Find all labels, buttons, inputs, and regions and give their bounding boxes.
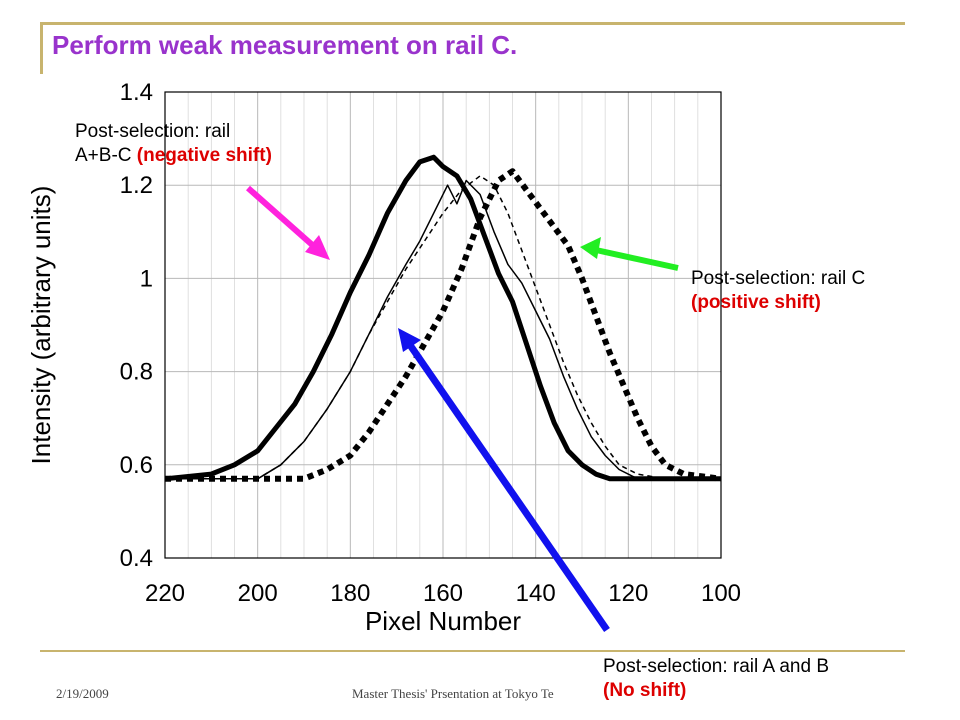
magenta-arrowhead [305,235,330,260]
y-tick-label: 0.6 [120,452,153,479]
series-line-thin-solid [165,179,721,480]
series-layer [164,154,722,482]
x-tick-label: 220 [145,580,185,607]
x-axis-label: Pixel Number [365,606,521,636]
annotation-no-shift: Post-selection: rail A and B (No shift) [603,655,829,703]
magenta-arrow [246,185,320,253]
annotation-negative-shift: Post-selection: rail A+B-C (negative shi… [75,120,272,168]
annotation-negative-line1: Post-selection: rail [75,121,231,142]
y-tick-label: 1.4 [120,79,153,106]
y-axis-label: Intensity (arbitrary units) [26,186,56,465]
annotation-arrows [246,185,679,632]
footer-center-text: Master Thesis' Prsentation at Tokyo Te [352,686,554,701]
title-rule-top [40,22,905,25]
x-tick-label: 160 [423,580,463,607]
series-line-thick-solid [164,154,721,482]
slide-title: Perform weak measurement on rail C. [52,30,518,60]
y-tick-label: 0.4 [120,545,153,572]
series-line-thick-dotted [165,168,722,482]
annotation-positive-shift: Post-selection: rail C (positive shift) [691,267,865,315]
title-rule-left [40,22,43,74]
series-line-thin-dashed [165,175,721,480]
annotation-negative-line2: A+B-C [75,145,132,166]
annotation-negative-shift-label: (negative shift) [136,145,272,166]
footer-rule [40,650,905,652]
x-tick-labels: 220 200 180 160 140 120 100 [145,580,741,607]
green-arrowhead [580,237,601,259]
annotation-positive-line1: Post-selection: rail C [691,268,866,289]
y-tick-label: 1 [140,265,153,292]
y-tick-label: 1.2 [120,172,153,199]
x-tick-label: 120 [608,580,648,607]
green-arrow [595,247,679,271]
x-tick-label: 180 [330,580,370,607]
x-tick-label: 200 [238,580,278,607]
plot-frame [164,91,722,559]
x-tick-label: 100 [701,580,741,607]
blue-arrowhead [398,328,421,352]
y-tick-labels: 0.4 0.6 0.8 1 1.2 1.4 [120,79,153,572]
footer-date: 2/19/2009 [56,686,109,701]
chart-panel [95,70,750,638]
annotation-positive-shift-label: (positive shift) [691,292,821,313]
y-tick-label: 0.8 [120,359,153,386]
x-tick-label: 140 [516,580,556,607]
annotation-no-shift-label: (No shift) [603,680,687,701]
blue-arrow [407,343,610,632]
annotation-no-shift-line1: Post-selection: rail A and B [603,656,830,677]
